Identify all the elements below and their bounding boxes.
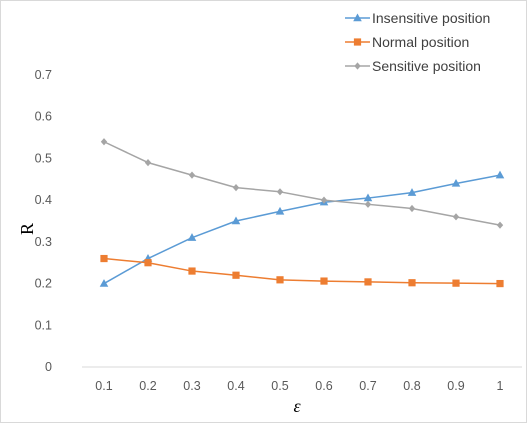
data-point-diamond: [232, 184, 240, 192]
data-point-diamond: [452, 213, 460, 221]
data-point-diamond: [354, 62, 361, 70]
data-point-diamond: [276, 188, 284, 196]
y-axis-title: R: [17, 223, 37, 235]
x-tick-label: 0.1: [95, 379, 112, 393]
data-point-diamond: [144, 159, 152, 167]
legend-item: Insensitive position: [345, 10, 490, 26]
legend-item: Normal position: [345, 34, 469, 50]
data-point-square: [100, 254, 108, 263]
legend-label: Insensitive position: [372, 10, 490, 26]
data-point-diamond: [364, 200, 372, 208]
y-tick-label: 0.4: [35, 193, 52, 207]
data-point-square: [452, 279, 460, 287]
data-point-diamond: [408, 204, 416, 213]
data-point-square: [364, 278, 372, 286]
x-tick-label: 0.7: [359, 379, 376, 393]
data-point-triangle: [187, 233, 197, 241]
x-tick-label: 0.9: [447, 379, 464, 393]
x-tick-label: 0.3: [183, 379, 200, 393]
y-tick-label: 0: [45, 360, 52, 374]
series-square: [100, 254, 504, 288]
data-point-square: [232, 271, 240, 279]
series-line: [103, 174, 501, 285]
x-tick-label: 0.2: [139, 379, 156, 393]
legend-item: Sensitive position: [345, 58, 481, 74]
y-tick-label: 0.6: [35, 110, 52, 124]
series-triangle: [99, 170, 505, 287]
legend-label: Sensitive position: [372, 58, 481, 74]
x-tick-label: 0.6: [315, 379, 332, 393]
data-point-diamond: [496, 221, 504, 229]
data-point-diamond: [100, 138, 108, 146]
data-point-triangle: [275, 206, 285, 215]
y-tick-label: 0.5: [35, 151, 52, 165]
y-tick-label: 0.3: [35, 235, 52, 249]
y-tick-label: 0.1: [35, 318, 52, 332]
data-point-square: [144, 259, 152, 267]
data-point-square: [353, 38, 362, 46]
data-point-triangle: [451, 178, 461, 187]
y-axis-ticks: 0 0.1 0.2 0.3 0.4 0.5 0.6 0.7: [35, 68, 52, 374]
data-point-triangle: [231, 216, 241, 225]
legend: Insensitive position Normal position Sensi…: [345, 10, 490, 74]
x-tick-label: 0.4: [227, 379, 244, 393]
x-axis-title: ε: [293, 396, 301, 416]
series-group: [99, 138, 505, 288]
data-point-triangle: [353, 13, 362, 22]
data-point-diamond: [188, 171, 196, 179]
data-point-square: [496, 279, 504, 288]
x-tick-label: 1: [497, 379, 504, 393]
series-line: [103, 141, 501, 226]
series-line: [103, 257, 501, 285]
x-tick-label: 0.8: [403, 379, 420, 393]
data-point-triangle: [407, 188, 417, 196]
y-tick-label: 0.7: [35, 68, 52, 82]
x-axis-ticks: 0.1 0.2 0.3 0.4 0.5 0.6 0.7 0.8 0.9 1: [95, 379, 503, 393]
data-point-triangle: [99, 279, 109, 287]
data-point-square: [276, 276, 284, 284]
legend-label: Normal position: [372, 34, 469, 50]
data-point-triangle: [495, 170, 505, 179]
y-tick-label: 0.2: [35, 277, 52, 291]
data-point-diamond: [320, 196, 328, 204]
data-point-triangle: [363, 193, 373, 202]
data-point-square: [320, 277, 328, 285]
series-diamond: [100, 138, 504, 229]
data-point-square: [408, 279, 416, 287]
x-tick-label: 0.5: [271, 379, 288, 393]
data-point-square: [188, 267, 196, 275]
